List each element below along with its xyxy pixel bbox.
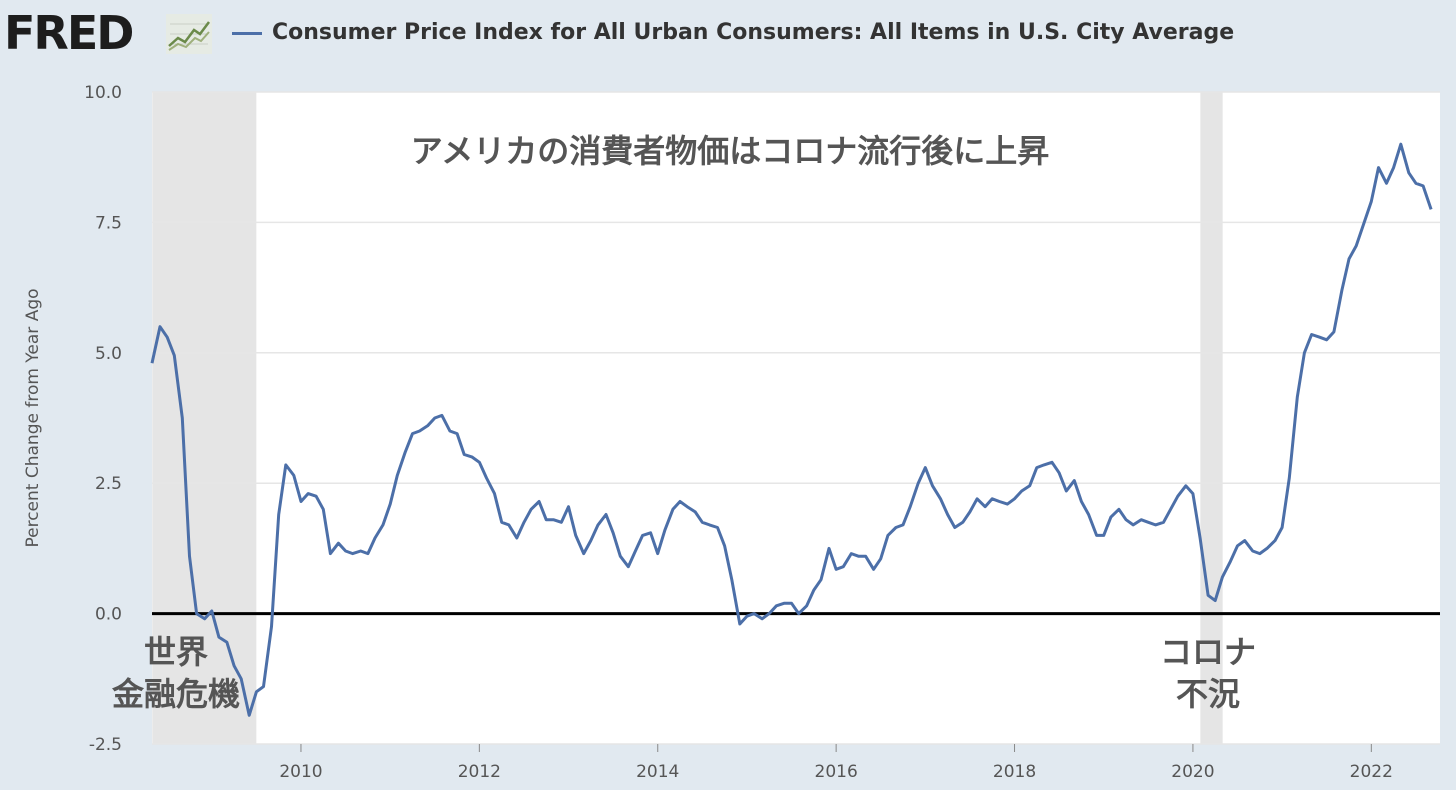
y-tick-label: -2.5: [89, 735, 122, 755]
recession-band-0: [152, 92, 257, 744]
y-axis-ticks: 10.0 7.5 5.0 2.5 0.0 -2.5: [84, 83, 122, 755]
x-tick-label: 2018: [993, 762, 1036, 782]
y-tick-label: 10.0: [84, 83, 122, 103]
recession-label: コロナ: [1160, 633, 1256, 671]
recession-label: 世界: [144, 633, 208, 671]
line-chart-icon: [166, 14, 212, 54]
y-tick-label: 0.0: [95, 605, 122, 625]
plot-area: [152, 92, 1440, 744]
series-title: Consumer Price Index for All Urban Consu…: [272, 20, 1235, 45]
cpi-series-line: [150, 142, 1433, 717]
chart-header: FRED Consumer Price Index for All Urban …: [0, 0, 1456, 70]
x-axis-ticks: 2010 2012 2014 2016 2018 2020 2022: [279, 744, 1393, 782]
x-tick-label: 2012: [458, 762, 501, 782]
x-tick-label: 2022: [1350, 762, 1393, 782]
y-tick-label: 5.0: [95, 344, 122, 364]
x-tick-label: 2016: [815, 762, 858, 782]
x-tick-label: 2010: [279, 762, 322, 782]
gridlines: [152, 91, 1440, 745]
annotation-title: アメリカの消費者物価はコロナ流行後に上昇: [411, 132, 1049, 170]
y-tick-label: 2.5: [95, 474, 122, 494]
fred-logo[interactable]: FRED: [4, 6, 134, 60]
recession-label: 不況: [1176, 675, 1240, 713]
legend-swatch: [232, 32, 262, 35]
recession-label: 金融危機: [111, 675, 240, 713]
x-tick-label: 2014: [636, 762, 679, 782]
y-tick-label: 7.5: [95, 213, 122, 233]
x-tick-label: 2020: [1171, 762, 1214, 782]
y-axis-label: Percent Change from Year Ago: [23, 288, 43, 547]
